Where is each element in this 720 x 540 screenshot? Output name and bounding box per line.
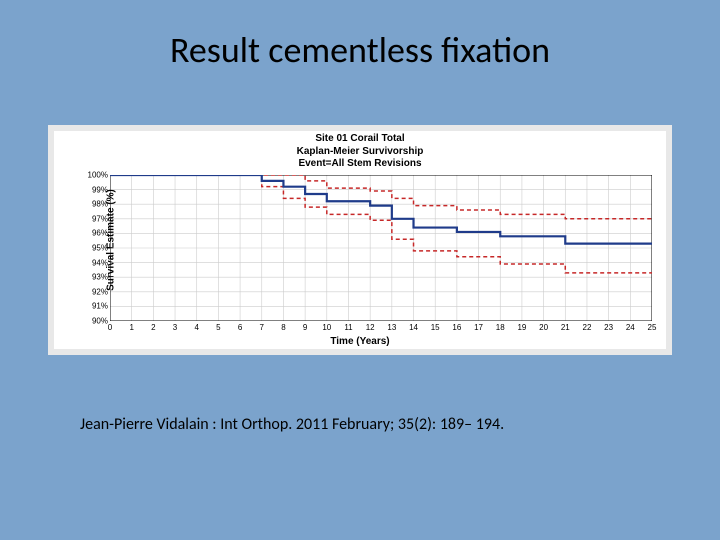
y-tick: 94% <box>92 258 108 267</box>
y-tick: 96% <box>92 229 108 238</box>
y-tick: 97% <box>92 214 108 223</box>
x-tick: 4 <box>194 323 198 332</box>
slide-title: Result cementless fixation <box>0 28 720 72</box>
x-axis-label: Time (Years) <box>54 336 666 347</box>
y-tick: 93% <box>92 273 108 282</box>
x-tick: 24 <box>626 323 635 332</box>
chart-title: Site 01 Corail Total Kaplan-Meier Surviv… <box>54 133 666 171</box>
y-tick: 100% <box>88 171 108 180</box>
x-tick: 7 <box>260 323 264 332</box>
y-tick-labels: 90%91%92%93%94%95%96%97%98%99%100% <box>82 175 108 321</box>
x-tick: 11 <box>344 323 352 332</box>
chart-inner: Site 01 Corail Total Kaplan-Meier Surviv… <box>54 131 666 349</box>
chart-title-line2: Kaplan-Meier Survivorship <box>54 146 666 159</box>
x-tick: 17 <box>474 323 483 332</box>
x-tick: 9 <box>303 323 307 332</box>
x-tick: 1 <box>129 323 133 332</box>
x-tick: 10 <box>322 323 331 332</box>
x-tick: 23 <box>604 323 613 332</box>
y-tick: 90% <box>92 317 108 326</box>
y-tick: 98% <box>92 200 108 209</box>
y-tick: 92% <box>92 287 108 296</box>
chart-title-line1: Site 01 Corail Total <box>54 133 666 146</box>
x-tick: 20 <box>539 323 548 332</box>
y-tick: 91% <box>92 302 108 311</box>
chart-title-line3: Event=All Stem Revisions <box>54 158 666 171</box>
x-tick: 14 <box>409 323 418 332</box>
x-tick: 8 <box>281 323 285 332</box>
x-tick: 12 <box>366 323 375 332</box>
x-tick: 25 <box>648 323 657 332</box>
x-tick: 15 <box>431 323 440 332</box>
y-tick: 99% <box>92 185 108 194</box>
x-tick-labels: 0123456789101112131415161718192021222324… <box>110 323 652 335</box>
x-tick: 21 <box>561 323 570 332</box>
x-tick: 2 <box>151 323 155 332</box>
x-tick: 6 <box>238 323 242 332</box>
x-tick: 22 <box>583 323 592 332</box>
citation-text: Jean-Pierre Vidalain : Int Orthop. 2011 … <box>80 415 504 434</box>
x-tick: 19 <box>517 323 526 332</box>
x-tick: 0 <box>108 323 112 332</box>
x-tick: 5 <box>216 323 220 332</box>
x-tick: 3 <box>173 323 177 332</box>
x-tick: 18 <box>496 323 505 332</box>
chart-container: Site 01 Corail Total Kaplan-Meier Surviv… <box>48 125 672 355</box>
x-tick: 16 <box>452 323 461 332</box>
y-tick: 95% <box>92 244 108 253</box>
x-tick: 13 <box>387 323 396 332</box>
series-ci-upper <box>110 175 652 219</box>
km-plot <box>110 175 652 321</box>
slide: Result cementless fixation Site 01 Corai… <box>0 0 720 540</box>
